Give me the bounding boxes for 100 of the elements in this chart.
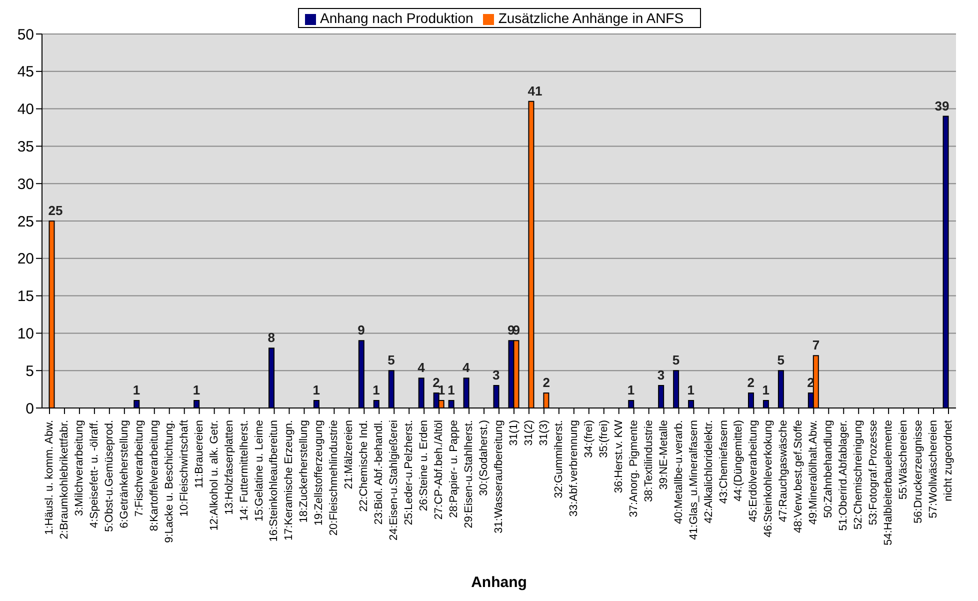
x-tick-label: 57:Wollwäschereien [928,420,940,518]
x-tick-label: 15:Gelatine u. Leime [253,420,266,522]
x-tick-label: 25:Leder-u.Pelzherst. [403,420,416,526]
x-axis-title: Anhang [471,574,527,591]
x-tick-label: 45:Erdölverarbeitung [748,420,760,522]
data-label: 5 [388,352,395,368]
x-tick-label: 35:(frei) [598,420,610,458]
x-tick-label: 3:Milchverarbeitung [73,420,86,516]
x-tick-label: 32:Gummiherst. [552,420,565,498]
legend-label: Anhang nach Produktion [320,10,474,26]
data-label: 39 [934,98,950,114]
data-label: 1 [312,382,320,398]
data-label: 2 [432,375,440,390]
x-tick-label: 13:Holzfaserplatten [223,420,236,515]
data-label: 1 [438,382,446,398]
x-tick-label: 34:(frei) [582,420,595,458]
x-tick-label: nicht zugeordnet [942,420,955,502]
x-tick-label: 26:Steine u. Erden [418,420,430,512]
x-tick-label: 5:Obst-u.Gemüseprod. [103,420,116,532]
data-label: 9 [358,322,365,338]
y-tick-label: 0 [26,400,34,418]
x-tick-label: 11:Brauereien [193,420,206,488]
x-tick-label: 31(2) [522,420,535,446]
x-tick-label: 16:Steinkohleaufbereitun [268,420,280,542]
y-tick-label: 45 [17,64,34,81]
x-tick-label: 7:Fischverarbeitung [133,420,146,517]
x-tick-label: 14: Futtermittelherst. [238,420,250,521]
x-tick-label: 31:Wasseraufbereitung [493,420,505,534]
data-label: 1 [448,382,455,398]
x-tick-label: 9:Lacke u. Beschichtung. [163,420,176,543]
data-label: 8 [268,330,275,346]
x-tick-label: 10:Fleischwirtschaft [178,420,190,517]
x-tick-label: 43:Chemiefasern [718,420,730,504]
x-tick-label: 40:Metallbe-u.verarb. [672,420,685,524]
data-label: 9 [512,322,520,338]
x-tick-label: 4:Speisefett- u. -ölraff. [88,420,100,528]
x-tick-label: 27:CP-Abf.beh./Altöl [433,420,446,520]
x-tick-label: 21:Mälzereien [343,420,356,490]
x-tick-label: 55:Wäschereien [898,420,910,500]
x-tick-label: 51:Oberird.Abfablager. [838,420,850,531]
x-tick-label: 1:Häusl. u. komm. Abw. [43,420,56,535]
y-tick-label: 30 [17,176,34,193]
data-label: 1 [372,382,380,398]
data-label: 1 [192,382,200,398]
data-label: 5 [777,352,784,368]
x-tick-label: 19:Zellstofferzeugung [313,420,326,526]
x-tick-label: 49:Mineralölhalt.Abw. [808,420,820,525]
data-label: 7 [812,338,820,353]
x-tick-label: 2:Braumkohlebrikettfabr. [58,420,70,540]
legend-label: Zusätzliche Anhänge in ANFS [498,10,684,26]
x-tick-label: 33:Abf.verbrennung [568,420,580,517]
data-label: 9 [508,322,515,338]
x-tick-label: 30:(Sodaherst.) [478,420,490,496]
y-tick-label: 40 [17,101,34,118]
data-label: 2 [542,375,550,390]
x-tick-label: 23:Biol. Abf.-behandl. [373,420,386,525]
x-tick-label: 48:Verw.best.gef.Stoffe [792,420,805,533]
x-tick-label: 46:Steinkohleverkokung [762,420,775,538]
x-tick-label: 28:Papier- u. Pappe [448,420,460,518]
x-tick-label: 18:Zuckerherstellung [298,420,310,523]
x-tick-label: 12:Alkohol u. alk. Getr. [208,420,220,531]
data-label: 25 [48,203,63,218]
x-tick-label: 56:Druckerzeugnisse [912,420,925,524]
x-tick-label: 37:Anorg. Pigmente [628,420,640,518]
x-tick-label: 41:Glas_u.Mineralfasern [688,420,700,540]
x-tick-label: 6:Getränkeherstellung [118,420,130,528]
x-tick-label: 52:Chemischreinigung [852,420,865,530]
x-tick-label: 54:Halbleiterbauelemente [882,420,895,546]
x-tick-label: 50:Zahnbehandlung [822,420,835,518]
x-tick-label: 17:Keramische Erzeugn. [283,420,296,540]
x-tick-label: 36:Herst.v. KW [612,419,625,494]
x-tick-label: 8:Kartoffelverarbeitung [148,420,160,532]
x-tick-label: 39:NE-Metalle [658,420,670,490]
data-label: 1 [132,382,140,398]
data-label: 2 [747,375,754,390]
x-tick-label: 38:Textilindustrie [642,420,655,502]
x-tick-label: 20:Fleischmehlindustrie [328,420,340,536]
x-tick-label: 31(1) [508,420,520,446]
y-tick-label: 5 [26,362,34,380]
x-tick-label: 47:Rauchgaswäsche [778,420,790,522]
x-tick-label: 31(3) [538,420,550,446]
y-tick-label: 50 [17,26,34,44]
data-label: 4 [462,360,471,376]
y-tick-label: 10 [17,326,34,343]
data-label: 3 [492,368,500,383]
x-tick-label: 24:Eisen-u.Stahlgießerei [388,420,400,540]
data-label: 1 [762,382,770,398]
data-label: 3 [657,368,665,383]
x-tick-label: 29:Eisen-u.Stahlherst. [463,420,476,528]
data-label: 1 [627,382,635,398]
y-tick-label: 20 [17,250,34,268]
data-label: 4 [418,360,426,376]
x-tick-label: 22:Chemische Ind. [358,420,370,512]
y-tick-label: 25 [17,213,34,230]
data-label: 1 [687,382,695,398]
data-label: 5 [672,352,680,368]
y-tick-label: 15 [17,288,34,306]
x-tick-label: 42:Alkalichloridelektr. [702,420,715,524]
y-tick-label: 35 [17,138,34,156]
x-tick-label: 53:Fotograf.Prozesse [868,420,880,526]
